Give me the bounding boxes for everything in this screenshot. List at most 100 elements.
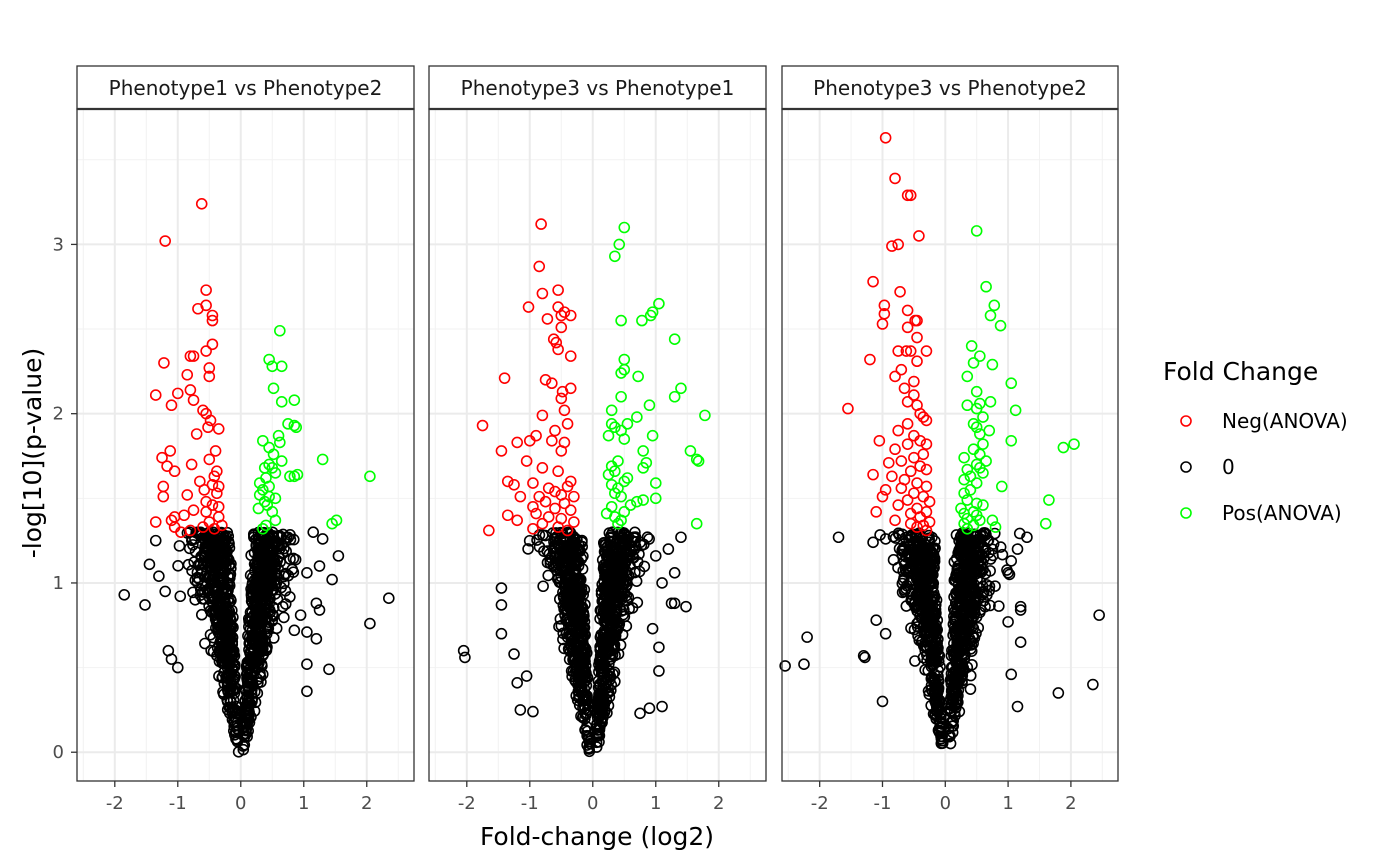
facet-strip [428, 65, 767, 110]
point-pos [690, 517, 703, 530]
point-zero [270, 577, 283, 589]
point-zero [668, 566, 681, 579]
point-zero [948, 625, 961, 637]
point-zero [241, 680, 254, 693]
point-zero [653, 641, 665, 654]
point-pos [269, 467, 282, 479]
point-zero [643, 702, 656, 715]
point-neg [558, 497, 571, 510]
point-pos [1009, 404, 1022, 417]
point-neg [175, 526, 187, 538]
point-neg [181, 368, 194, 381]
point-neg [889, 443, 901, 456]
point-zero [206, 563, 219, 576]
point-zero [928, 590, 941, 603]
point-zero [959, 632, 971, 644]
point-zero [903, 562, 915, 575]
point-zero [573, 641, 586, 654]
point-zero [609, 572, 622, 584]
point-zero [917, 569, 929, 582]
point-zero [542, 569, 555, 582]
point-neg [876, 490, 889, 503]
point-pos [977, 411, 989, 423]
point-zero [238, 738, 251, 751]
point-pos [613, 238, 626, 251]
point-zero [222, 535, 235, 548]
point-pos [288, 419, 301, 432]
point-zero [915, 576, 928, 589]
point-zero [956, 611, 969, 624]
point-pos [692, 455, 705, 467]
point-neg [867, 275, 879, 288]
point-pos [274, 324, 286, 337]
point-zero [527, 705, 539, 718]
point-zero [301, 658, 313, 671]
point-pos [275, 455, 288, 467]
point-zero [208, 584, 220, 596]
point-zero [245, 589, 258, 601]
point-zero [927, 652, 940, 664]
point-neg [894, 286, 906, 298]
point-zero [242, 712, 255, 724]
point-neg [913, 230, 925, 242]
point-zero [620, 589, 633, 602]
point-neg [549, 485, 561, 498]
point-pos [994, 319, 1007, 332]
x-tick-label: -1 [521, 793, 539, 814]
point-neg [556, 385, 569, 398]
x-tick-label: 0 [587, 793, 598, 814]
point-zero [263, 555, 276, 567]
point-neg [911, 331, 923, 344]
point-pos [631, 495, 643, 508]
point-pos [605, 404, 618, 417]
facet-strip-title: Phenotype3 vs Phenotype1 [461, 76, 735, 100]
point-zero [457, 644, 470, 657]
legend-title: Fold Change [1163, 357, 1318, 386]
point-zero [594, 640, 606, 653]
point-pos [970, 477, 983, 489]
point-neg [539, 374, 552, 386]
point-zero [933, 702, 946, 714]
point-pos [257, 522, 269, 535]
point-pos [288, 394, 301, 406]
point-zero [143, 558, 156, 571]
point-zero [832, 531, 845, 544]
point-neg [911, 314, 923, 327]
point-zero [662, 543, 675, 555]
point-zero [222, 530, 235, 543]
point-zero [153, 570, 165, 582]
point-neg [555, 321, 568, 334]
point-zero [973, 537, 985, 549]
point-zero [957, 665, 969, 678]
point-neg [898, 382, 911, 395]
point-neg [879, 131, 892, 144]
point-pos [290, 421, 303, 434]
point-neg [920, 480, 933, 493]
point-neg [198, 484, 211, 496]
legend-entries: Neg(ANOVA) 0 Pos(ANOVA) [1180, 409, 1348, 525]
point-pos [986, 358, 999, 371]
point-zero [227, 694, 240, 707]
point-zero [253, 532, 266, 545]
point-zero [922, 611, 935, 623]
point-zero [646, 622, 659, 635]
point-neg [904, 345, 917, 357]
point-zero [608, 587, 620, 600]
x-tick-label: 2 [1065, 793, 1076, 814]
y-tick-label: 2 [53, 404, 64, 425]
point-pos [609, 250, 621, 263]
legend-label-neg: Neg(ANOVA) [1222, 409, 1348, 433]
point-neg [522, 301, 535, 313]
point-neg [886, 240, 898, 252]
point-zero [870, 614, 883, 626]
point-zero [622, 550, 634, 562]
point-zero [577, 606, 590, 619]
point-zero [923, 626, 935, 639]
facet-panel: Phenotype3 vs Phenotype1 -2 -1 0 1 2 [428, 65, 767, 814]
point-pos [970, 421, 983, 434]
point-neg [212, 480, 225, 493]
point-pos [964, 484, 977, 496]
point-zero [220, 547, 233, 559]
point-pos [1057, 441, 1070, 454]
point-zero [313, 604, 326, 616]
